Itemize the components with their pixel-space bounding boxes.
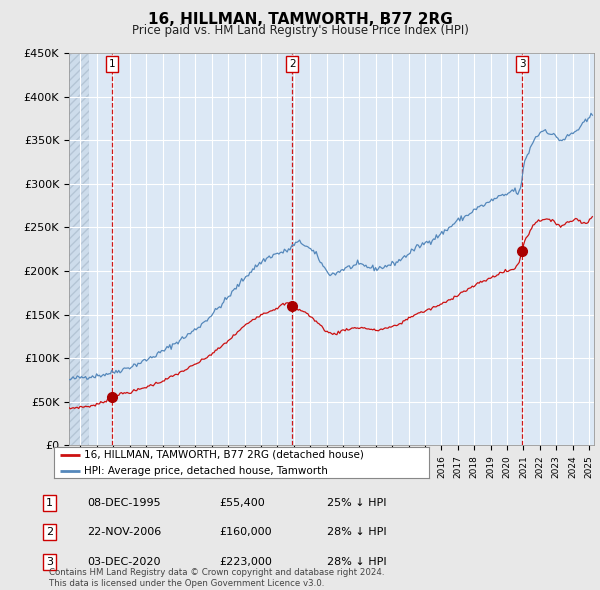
Text: 03-DEC-2020: 03-DEC-2020 [87,557,161,566]
Text: 22-NOV-2006: 22-NOV-2006 [87,527,161,537]
Text: 1: 1 [46,498,53,507]
Text: 3: 3 [519,59,526,69]
Text: 16, HILLMAN, TAMWORTH, B77 2RG (detached house): 16, HILLMAN, TAMWORTH, B77 2RG (detached… [84,450,364,460]
Text: HPI: Average price, detached house, Tamworth: HPI: Average price, detached house, Tamw… [84,466,328,476]
Text: £160,000: £160,000 [219,527,272,537]
Text: 3: 3 [46,557,53,566]
Bar [69,53,89,445]
Text: 2: 2 [289,59,295,69]
Text: 28% ↓ HPI: 28% ↓ HPI [327,527,386,537]
Text: 28% ↓ HPI: 28% ↓ HPI [327,557,386,566]
Text: 25% ↓ HPI: 25% ↓ HPI [327,498,386,507]
Text: 08-DEC-1995: 08-DEC-1995 [87,498,161,507]
Text: 1: 1 [109,59,116,69]
Text: £223,000: £223,000 [219,557,272,566]
Text: 2: 2 [46,527,53,537]
Text: £55,400: £55,400 [219,498,265,507]
Text: Price paid vs. HM Land Registry's House Price Index (HPI): Price paid vs. HM Land Registry's House … [131,24,469,37]
Text: Contains HM Land Registry data © Crown copyright and database right 2024.
This d: Contains HM Land Registry data © Crown c… [49,568,385,588]
Text: 16, HILLMAN, TAMWORTH, B77 2RG: 16, HILLMAN, TAMWORTH, B77 2RG [148,12,452,27]
